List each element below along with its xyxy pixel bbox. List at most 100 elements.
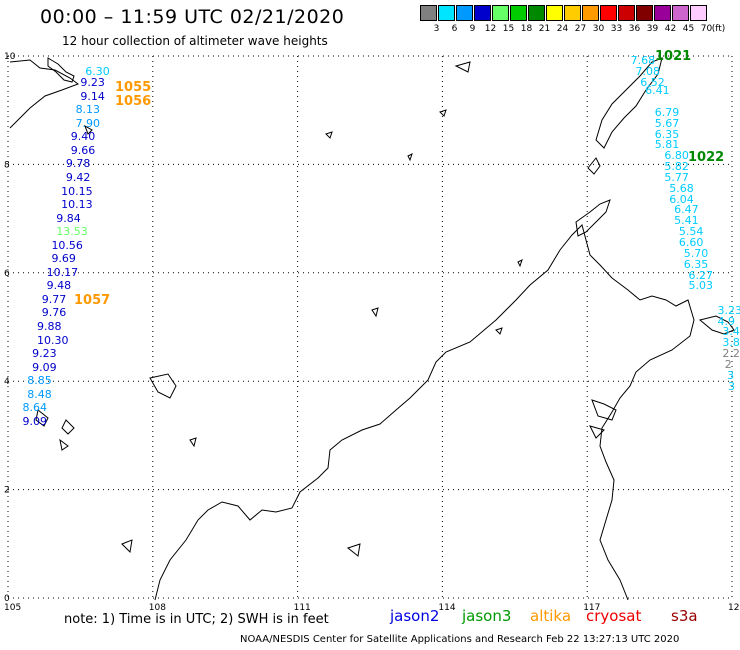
scale-label-3: 3 bbox=[433, 24, 440, 34]
scale-label-42: 42 bbox=[664, 24, 677, 34]
lat-tick-10: 10 bbox=[4, 52, 16, 62]
orbit-label-1056: 1056 bbox=[115, 94, 152, 109]
scale-label-9: 9 bbox=[469, 24, 476, 34]
swh-label-0-23: 8.85 bbox=[27, 374, 52, 388]
swh-label-0-14: 9.69 bbox=[51, 252, 76, 266]
orbit-label-1021: 1021 bbox=[655, 49, 692, 64]
swh-label-0-10: 10.13 bbox=[61, 198, 93, 212]
coastline-sulawesi bbox=[589, 399, 617, 439]
swh-label-1-0: 7.68 bbox=[630, 54, 656, 68]
lon-tick-114: 114 bbox=[438, 603, 455, 613]
scale-label-6: 6 bbox=[451, 24, 458, 34]
legend-s3a: s3a bbox=[671, 607, 698, 625]
map-subtitle: 12 hour collection of altimeter wave hei… bbox=[62, 34, 328, 48]
swh-label-0-22: 9.09 bbox=[32, 360, 57, 374]
lat-tick-0: 0 bbox=[4, 594, 10, 604]
lon-tick-105: 105 bbox=[4, 603, 21, 613]
swh-label-1-18: 6.35 bbox=[683, 257, 709, 271]
swh-label-1-5: 5.67 bbox=[654, 116, 680, 130]
scale-swatch-6 bbox=[438, 5, 455, 21]
swh-label-1-4: 6.79 bbox=[654, 105, 680, 119]
swh-label-0-19: 9.88 bbox=[36, 320, 62, 333]
scale-swatch-45 bbox=[672, 5, 689, 21]
swh-label-1-27: 3 bbox=[727, 368, 735, 382]
swh-label-0-12: 13.53 bbox=[56, 225, 88, 239]
scale-label-30: 30 bbox=[592, 24, 605, 34]
swh-label-1-20: 5.03 bbox=[688, 279, 714, 293]
swh-label-1-15: 5.54 bbox=[678, 225, 704, 239]
swh-label-0-0: 6.30 bbox=[85, 65, 110, 79]
scale-unit: (ft) bbox=[711, 24, 726, 34]
scale-swatch-36 bbox=[618, 5, 635, 21]
lon-tick-120: 120 bbox=[728, 603, 740, 613]
scale-swatch-39 bbox=[636, 5, 653, 21]
swh-label-1-26: 2 bbox=[724, 357, 732, 371]
swh-label-1-25: 2.2 bbox=[722, 347, 740, 361]
scale-swatch-24 bbox=[546, 5, 563, 21]
swh-label-1-12: 6.04 bbox=[669, 192, 694, 206]
coastline-mindoro bbox=[587, 157, 601, 175]
lat-lon-grid bbox=[7, 55, 733, 599]
legend-jason3: jason3 bbox=[462, 607, 512, 625]
swh-label-0-4: 7.90 bbox=[75, 116, 101, 130]
swh-label-0-24: 8.48 bbox=[27, 387, 52, 401]
swh-label-0-20: 10.30 bbox=[36, 333, 69, 347]
lon-tick-111: 111 bbox=[294, 603, 311, 613]
swh-label-1-23: 3.41 bbox=[722, 325, 740, 339]
scale-swatch-33 bbox=[600, 5, 617, 21]
coastline-mindanao bbox=[698, 315, 735, 335]
swh-label-1-1: 7.08 bbox=[635, 65, 660, 79]
scale-label-18: 18 bbox=[520, 24, 533, 34]
swh-label-0-15: 10.17 bbox=[46, 265, 79, 279]
swh-label-1-2: 6.52 bbox=[640, 76, 665, 90]
swh-label-1-14: 5.41 bbox=[674, 214, 699, 228]
scale-swatch-30 bbox=[582, 5, 599, 21]
orbit-label-1022: 1022 bbox=[688, 150, 725, 165]
swh-label-0-8: 9.42 bbox=[65, 170, 91, 184]
lon-tick-108: 108 bbox=[149, 603, 166, 613]
swh-label-0-2: 9.14 bbox=[80, 89, 105, 103]
swh-label-1-24: 3.81 bbox=[722, 336, 740, 350]
swh-label-0-26: 9.09 bbox=[22, 414, 47, 428]
scale-label-15: 15 bbox=[502, 24, 515, 34]
lon-tick-117: 117 bbox=[583, 603, 600, 613]
coastline-luzon bbox=[595, 57, 663, 149]
swh-label-0-17: 9.77 bbox=[41, 292, 67, 306]
swh-label-0-6: 9.66 bbox=[70, 143, 96, 157]
legend-cryosat: cryosat bbox=[586, 607, 642, 625]
scale-label-27: 27 bbox=[574, 24, 587, 34]
scale-swatch-42 bbox=[654, 5, 671, 21]
scale-swatch-3 bbox=[420, 5, 437, 21]
swh-label-1-17: 5.70 bbox=[683, 246, 709, 260]
note-text: note: 1) Time is in UTC; 2) SWH is in fe… bbox=[64, 612, 329, 627]
scale-label-36: 36 bbox=[628, 24, 641, 34]
swh-label-1-22: 4.9 bbox=[717, 314, 736, 328]
coastline-borneo bbox=[154, 224, 695, 601]
scale-label-33: 33 bbox=[610, 24, 623, 34]
scale-label-39: 39 bbox=[646, 24, 659, 34]
scale-label-21: 21 bbox=[538, 24, 551, 34]
coastline-sumatra bbox=[9, 59, 80, 129]
swh-label-1-3: 6.41 bbox=[645, 84, 670, 98]
swh-label-0-9: 10.15 bbox=[61, 184, 93, 198]
scale-swatch-9 bbox=[456, 5, 473, 21]
coastlines bbox=[9, 57, 735, 601]
map-title: 00:00 – 11:59 UTC 02/21/2020 bbox=[40, 6, 345, 28]
lat-tick-6: 6 bbox=[4, 269, 10, 279]
coastline-islands-sw bbox=[35, 373, 177, 451]
swh-label-0-21: 9.23 bbox=[32, 347, 57, 361]
swh-label-0-13: 10.56 bbox=[51, 238, 83, 252]
swh-label-0-11: 9.84 bbox=[56, 211, 81, 225]
swh-label-0-16: 9.48 bbox=[46, 279, 72, 293]
swh-label-1-11: 5.68 bbox=[669, 181, 694, 195]
lat-tick-8: 8 bbox=[4, 160, 10, 170]
scale-swatch-15 bbox=[492, 5, 509, 21]
swh-label-1-8: 6.80 bbox=[664, 149, 689, 163]
lat-tick-4: 4 bbox=[4, 377, 10, 387]
credit-line: NOAA/NESDIS Center for Satellite Applica… bbox=[240, 634, 680, 645]
lat-tick-2: 2 bbox=[4, 486, 10, 496]
swh-label-1-7: 5.81 bbox=[654, 138, 680, 152]
swh-label-0-18: 9.76 bbox=[41, 306, 67, 320]
